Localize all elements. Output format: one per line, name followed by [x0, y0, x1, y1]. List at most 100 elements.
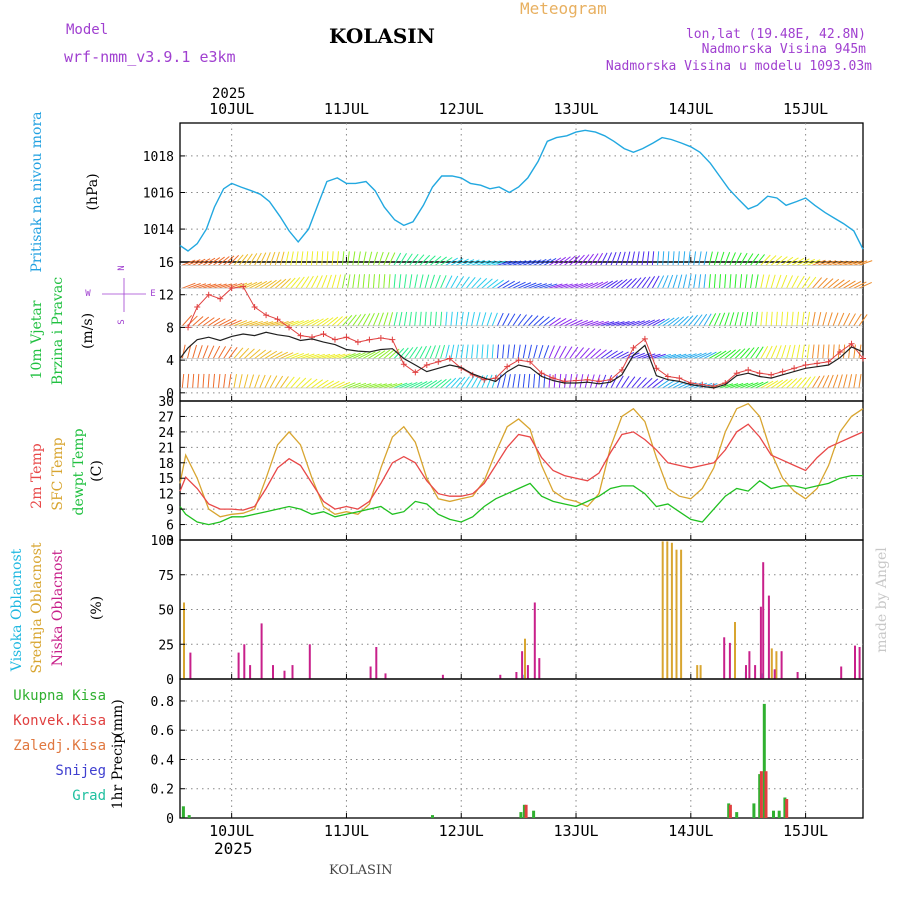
wind-barb: [626, 277, 637, 289]
wind-barb: [833, 260, 847, 266]
gust-marker: [423, 362, 430, 369]
wind-barb: [347, 352, 361, 359]
wind-barb: [760, 346, 769, 359]
wind-barb: [569, 319, 583, 327]
wind-barb: [528, 282, 542, 289]
y-tick-label: 6: [166, 519, 174, 534]
wind-barb: [471, 375, 479, 389]
wind-barb: [744, 311, 749, 326]
bar-ukupna-kisa: [431, 815, 434, 818]
wind-barb: [559, 318, 572, 327]
wind-barb: [187, 259, 201, 266]
wind-barb: [543, 316, 556, 327]
wind-barb: [342, 382, 356, 389]
wind-barb: [791, 377, 802, 389]
wind-barb: [238, 253, 249, 266]
wind-barb: [781, 345, 787, 359]
wind-barb: [559, 256, 571, 266]
wind-barb: [682, 251, 686, 266]
compass-east: E: [150, 289, 155, 299]
wind-barb: [305, 251, 309, 266]
wind-barb: [636, 251, 640, 266]
wind-barb: [822, 312, 827, 326]
wind-barb: [750, 381, 764, 389]
wind-barb: [853, 281, 867, 289]
wind-barb: [450, 377, 461, 389]
wind-barb: [584, 374, 589, 389]
wind-barb: [827, 260, 842, 266]
bar-konvek-kisa: [728, 804, 732, 818]
wind-barb: [744, 253, 754, 266]
wind-barb: [187, 283, 201, 289]
wind-barb: [615, 351, 629, 359]
wind-barb: [589, 374, 595, 389]
wind-barb: [538, 344, 544, 359]
bar-niska-oblacnost: [526, 665, 529, 679]
bar-niska-oblacnost: [767, 595, 770, 679]
bar-srednja-oblacnost: [524, 638, 526, 679]
wind-barb: [631, 251, 635, 266]
wind-barb: [336, 274, 342, 289]
wind-barb: [455, 344, 459, 359]
wind-barb: [507, 344, 510, 359]
wind-barb: [321, 380, 335, 389]
wind-barb: [610, 375, 618, 389]
wind-barb: [326, 251, 329, 266]
wind-barb: [827, 374, 834, 389]
wind-barb: [207, 317, 221, 327]
wind-barb: [610, 321, 625, 327]
wind-barb: [755, 254, 765, 266]
wind-barb: [404, 381, 418, 389]
cloud-bars: [183, 541, 861, 680]
wind-barb: [429, 255, 442, 266]
bar-srednja-oblacnost: [680, 549, 683, 679]
bar-konvek-kisa: [764, 771, 768, 818]
model-name: wrf-nmm_v3.9.1 e3km: [64, 48, 236, 66]
bar-niska-oblacnost: [748, 651, 751, 679]
bar-visoka-oblacnost: [761, 673, 763, 679]
wind-barb: [388, 382, 403, 389]
bar-niska-oblacnost: [762, 562, 765, 679]
wind-barb: [269, 251, 276, 266]
wind-barb: [662, 317, 675, 327]
wind-barb: [822, 278, 834, 289]
wind-barb: [739, 274, 743, 289]
wind-barb: [657, 275, 665, 289]
wind-barb: [259, 280, 272, 289]
gust-marker: [185, 324, 192, 331]
gust-line: [187, 285, 864, 387]
y-tick-label: 0.6: [151, 724, 174, 739]
wind-barb: [311, 318, 324, 327]
wind-barb: [435, 378, 447, 389]
pressure-line: [179, 129, 864, 252]
wind-barb: [182, 259, 196, 266]
wind-barb: [342, 353, 356, 359]
wind-barb: [698, 274, 702, 289]
gust-marker: [435, 358, 442, 365]
bar-niska-oblacnost: [272, 665, 274, 679]
date-label-top: 14JUL: [668, 100, 713, 118]
bar-konvek-kisa: [524, 804, 528, 818]
wind-barb: [372, 251, 378, 266]
gust-marker: [320, 330, 327, 337]
wind-barb: [202, 283, 217, 289]
wind-barb: [662, 353, 677, 359]
gust-marker: [343, 334, 350, 341]
wind-barb: [801, 276, 811, 289]
wind-barb: [378, 274, 381, 289]
wind-barb: [610, 279, 623, 289]
wind-barb: [672, 353, 687, 359]
wind-barb: [300, 319, 314, 327]
wind-barb: [357, 383, 372, 389]
wind-barb: [786, 275, 794, 289]
wind-barb: [274, 375, 284, 389]
wind-barb: [481, 278, 493, 289]
wind-barb: [450, 344, 455, 359]
wind-barb: [667, 251, 670, 266]
wind-barb: [202, 257, 216, 266]
wind-barb: [812, 375, 821, 389]
wind-barb: [786, 344, 791, 359]
y-tick-label: 8: [166, 321, 174, 336]
wind-barb: [414, 311, 417, 326]
date-label-bottom: 11JUL: [324, 822, 369, 840]
